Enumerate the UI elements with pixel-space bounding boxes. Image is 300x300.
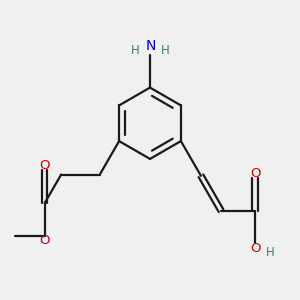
Text: H: H [160,44,169,57]
Text: H: H [131,44,140,57]
Text: O: O [40,234,50,247]
Text: O: O [40,159,50,172]
Text: N: N [146,39,156,53]
Text: H: H [266,246,274,259]
Text: O: O [250,167,260,180]
Text: O: O [250,242,260,254]
